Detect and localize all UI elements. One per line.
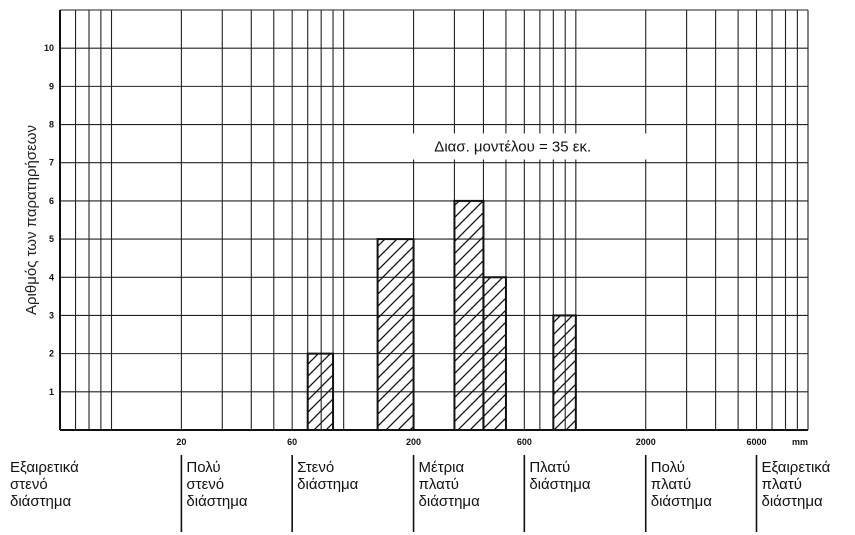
bar-3 bbox=[453, 199, 485, 431]
category-label: στενό bbox=[10, 476, 48, 493]
y-tick-label: 6 bbox=[49, 196, 54, 206]
x-tick-label: 200 bbox=[406, 437, 421, 447]
labels: 1 2 3 4 5 6 7 8 9 10 20 60 200 600 2000 6000 mm Αριθμός τ… bbox=[23, 43, 808, 447]
category-label: διάστημα bbox=[651, 493, 713, 510]
grid bbox=[59, 9, 809, 430]
bars bbox=[306, 199, 577, 432]
y-tick-label: 3 bbox=[49, 310, 54, 320]
category-label: Εξαιρετικά bbox=[10, 459, 79, 476]
x-tick-label: 60 bbox=[287, 437, 297, 447]
annotation-text: Διασ. μοντέλου = 35 εκ. bbox=[434, 138, 591, 155]
category-table: ΕξαιρετικάστενόδιάστημαΠολύστενόδιάστημα… bbox=[10, 455, 831, 532]
category-label: Εξαιρετικά bbox=[761, 459, 830, 476]
y-tick-label: 4 bbox=[49, 272, 54, 282]
category-label: διάστημα bbox=[186, 493, 248, 510]
y-tick-label: 10 bbox=[44, 43, 54, 53]
x-unit-label: mm bbox=[792, 437, 808, 447]
bar-2 bbox=[376, 238, 415, 431]
category-label: διάστημα bbox=[419, 493, 481, 510]
annotation-box bbox=[370, 133, 656, 160]
y-axis-label: Αριθμός των παρατηρήσεων bbox=[23, 125, 40, 315]
y-tick-label: 8 bbox=[49, 120, 54, 130]
bar-1 bbox=[306, 352, 335, 431]
y-tick-label: 2 bbox=[49, 349, 54, 359]
category-label: πλατύ bbox=[761, 476, 801, 493]
category-label: Πλατύ bbox=[529, 459, 570, 476]
x-tick-label: 600 bbox=[517, 437, 532, 447]
category-label: διάστημα bbox=[529, 476, 591, 493]
y-tick-label: 1 bbox=[49, 387, 54, 397]
category-label: Στενό bbox=[297, 459, 334, 476]
category-label: Πολύ bbox=[651, 459, 685, 476]
x-tick-label: 2000 bbox=[636, 437, 656, 447]
category-label: Μέτρια bbox=[419, 459, 465, 476]
axes bbox=[59, 10, 808, 431]
category-label: διάστημα bbox=[10, 493, 72, 510]
category-label: στενό bbox=[186, 476, 224, 493]
category-label: διάστημα bbox=[297, 476, 359, 493]
category-label: Πολύ bbox=[186, 459, 220, 476]
bar-5 bbox=[552, 314, 577, 432]
category-label: πλατύ bbox=[419, 476, 459, 493]
y-tick-label: 5 bbox=[49, 234, 54, 244]
y-tick-label: 9 bbox=[49, 81, 54, 91]
x-tick-label: 6000 bbox=[746, 437, 766, 447]
bar-4 bbox=[482, 276, 507, 432]
category-label: πλατύ bbox=[651, 476, 691, 493]
y-tick-label: 7 bbox=[49, 158, 54, 168]
x-tick-label: 20 bbox=[176, 437, 186, 447]
category-label: διάστημα bbox=[761, 493, 823, 510]
